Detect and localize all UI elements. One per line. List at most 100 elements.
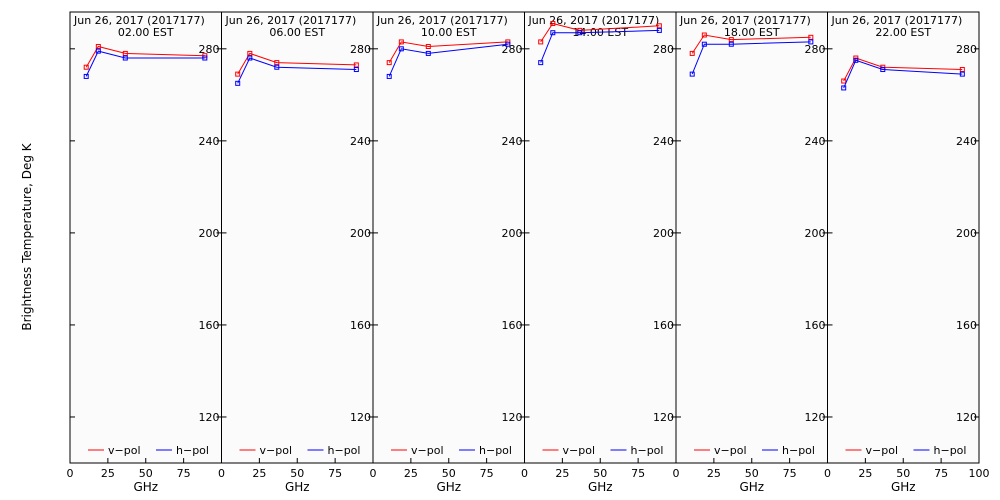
chart-panel-1: Jun 26, 2017 (2017177)02.00 EST 120 160 200… [67,11,222,494]
y-tick-label: 280 [805,43,826,56]
h-pol-point [274,64,280,70]
plot-frame [675,11,828,464]
v-pol-point [808,34,814,40]
legend: v−pol h−pol [845,444,967,457]
legend-v-pol-label: v−pol [411,444,444,457]
x-tick-label: 50 [290,467,304,480]
panel-title: Jun 26, 2017 (2017177) [225,14,357,27]
x-tick-label: 25 [404,467,418,480]
y-tick-label: 120 [350,411,371,424]
h-pol-point [95,48,101,54]
legend-h-pol-label: h−pol [328,444,361,457]
y-tick-label: 160 [350,319,371,332]
x-axis-label: GHz [739,480,764,494]
legend-v-pol-label: v−pol [866,444,899,457]
v-pol-point [353,62,359,68]
y-tick-label: 200 [350,227,371,240]
y-tick-label: 240 [805,135,826,148]
x-tick-label: 75 [177,467,191,480]
panel-title: Jun 26, 2017 (2017177) [831,14,963,27]
x-tick-label: 75 [631,467,645,480]
h-pol-point [841,85,847,91]
h-pol-point [689,71,695,77]
x-tick-label: 0 [370,467,377,480]
y-tick-label: 240 [956,135,977,148]
y-tick-label: 240 [502,135,523,148]
chart-panel-2: Jun 26, 2017 (2017177)06.00 EST 120 160 200… [218,11,374,494]
y-axis-label: Brightness Temperature, Deg K [20,142,34,330]
h-pol-point [247,55,253,61]
v-pol-point [425,44,431,50]
h-pol-series-line [85,50,205,77]
x-tick-label: 50 [745,467,759,480]
h-pol-series-line [691,41,811,75]
x-axis-label: GHz [436,480,461,494]
legend-v-pol-label: v−pol [714,444,747,457]
x-tick-label: 75 [328,467,342,480]
x-tick-label: 0 [218,467,225,480]
legend-h-pol-label: h−pol [934,444,967,457]
panel-subtitle: 18.00 EST [724,26,780,39]
panel-title: Jun 26, 2017 (2017177) [528,14,660,27]
legend: v−pol h−pol [542,444,664,457]
h-pol-point [386,73,392,79]
y-tick-label: 160 [956,319,977,332]
x-tick-label: 50 [896,467,910,480]
h-pol-series-line [388,43,508,77]
plot-frame [372,11,525,464]
h-pol-series-line [540,29,660,63]
y-tick-label: 200 [956,227,977,240]
h-pol-point [398,46,404,52]
x-tick-label: 50 [442,467,456,480]
x-axis-label: GHz [891,480,916,494]
panel-subtitle: 02.00 EST [118,26,174,39]
v-pol-point [656,23,662,29]
v-pol-point [235,71,241,77]
v-pol-series-line [843,57,963,82]
y-tick-label: 280 [350,43,371,56]
v-pol-point [83,64,89,70]
legend: v−pol h−pol [694,444,815,457]
chart-panel-3: Jun 26, 2017 (2017177)10.00 EST 120 160 200… [370,11,525,494]
x-tick-label: 50 [593,467,607,480]
x-tick-label: 25 [252,467,266,480]
x-tick-label: 0 [824,467,831,480]
h-pol-point [538,60,544,66]
x-tick-label: 0 [67,467,74,480]
h-pol-point [505,41,511,47]
y-tick-label: 120 [199,411,220,424]
y-tick-label: 280 [956,43,977,56]
h-pol-point [728,41,734,47]
y-tick-label: 120 [502,411,523,424]
h-pol-point [577,30,583,36]
y-tick-label: 200 [502,227,523,240]
legend-h-pol-label: h−pol [176,444,209,457]
plot-frame [69,11,222,464]
panels-container: Jun 26, 2017 (2017177) 02.00 EST 120 160 200… [67,11,990,494]
x-tick-label: 75 [934,467,948,480]
v-pol-point [95,44,101,50]
h-pol-point [959,71,965,77]
v-pol-point [386,60,392,66]
v-pol-series-line [388,41,508,63]
legend-h-pol-label: h−pol [631,444,664,457]
v-pol-point [689,50,695,56]
h-pol-point [235,80,241,86]
x-tick-label: 25 [555,467,569,480]
x-tick-label: 75 [783,467,797,480]
h-pol-point [701,41,707,47]
panel-title: Jun 26, 2017 (2017177) [376,14,508,27]
v-pol-point [274,60,280,66]
plot-frame [221,11,374,464]
chart-panel-4: Jun 26, 2017 (2017177)14.00 EST120160200… [521,11,677,494]
x-axis-label: GHz [133,480,158,494]
v-pol-series-line [237,52,357,75]
h-pol-series-line [237,57,357,84]
h-pol-point [353,67,359,73]
legend-v-pol-label: v−pol [108,444,141,457]
v-pol-point [398,39,404,45]
legend: v−pol h−pol [88,444,209,457]
panel-subtitle: 06.00 EST [269,26,325,39]
y-tick-label: 280 [199,43,220,56]
x-tick-label: 25 [707,467,721,480]
